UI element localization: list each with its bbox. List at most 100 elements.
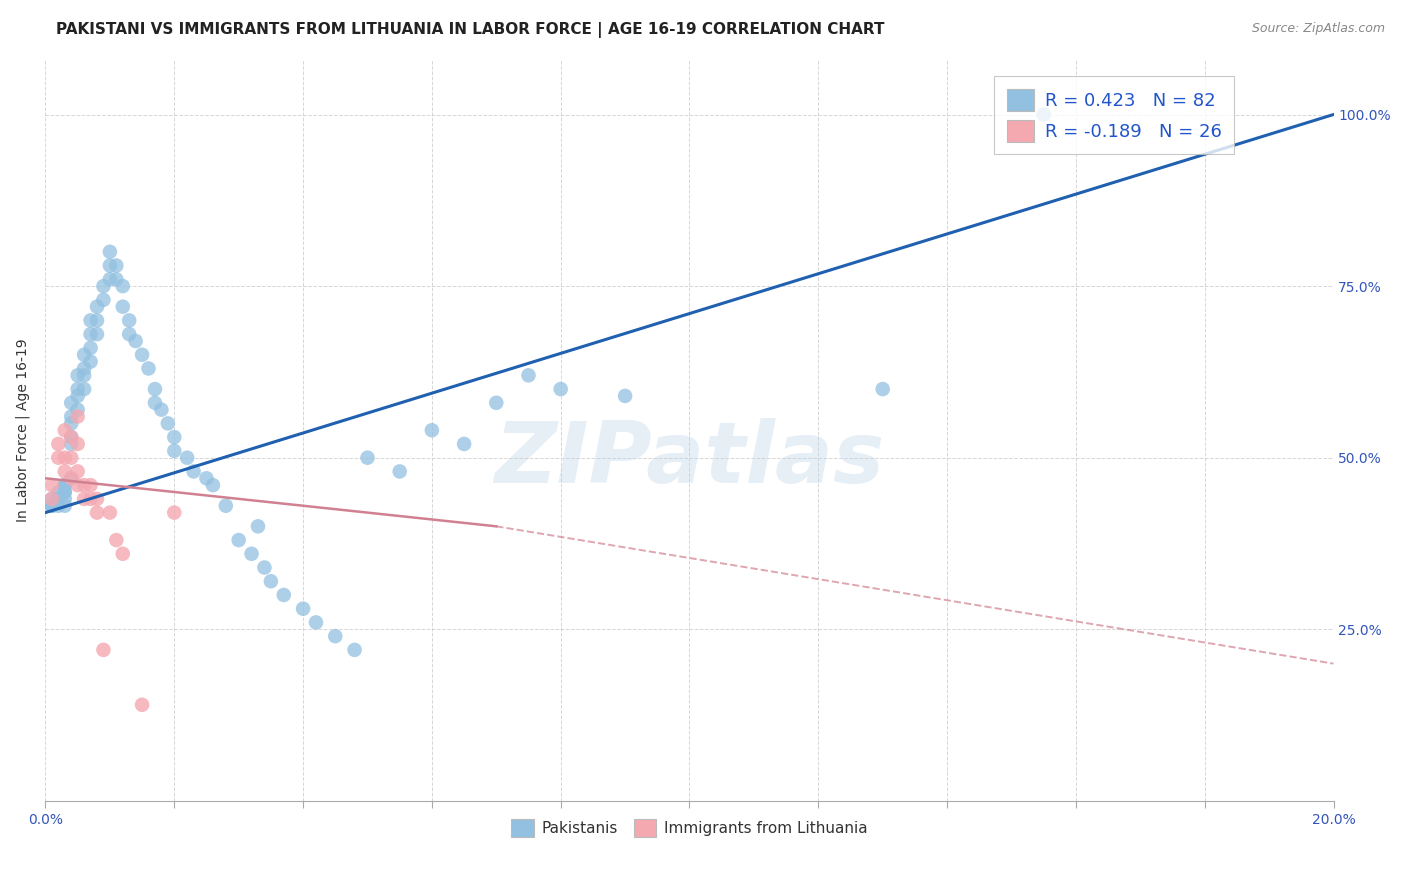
Point [240, 547, 263, 561]
Point [485, 396, 508, 410]
Point [131, 698, 153, 712]
Point [79, 341, 101, 355]
Point [131, 348, 153, 362]
Point [163, 506, 186, 520]
Point [163, 430, 186, 444]
Point [420, 423, 443, 437]
Point [105, 272, 128, 286]
Point [195, 471, 218, 485]
Point [48, 485, 70, 500]
Point [73, 361, 96, 376]
Point [550, 382, 572, 396]
Point [176, 450, 198, 465]
Point [73, 368, 96, 383]
Point [86, 491, 108, 506]
Point [66, 402, 89, 417]
Point [79, 313, 101, 327]
Point [273, 588, 295, 602]
Point [388, 465, 411, 479]
Point [48, 491, 70, 506]
Text: Source: ZipAtlas.com: Source: ZipAtlas.com [1251, 22, 1385, 36]
Point [453, 437, 475, 451]
Point [60, 471, 83, 485]
Y-axis label: In Labor Force | Age 16-19: In Labor Force | Age 16-19 [15, 338, 30, 522]
Point [111, 300, 134, 314]
Point [93, 643, 115, 657]
Point [163, 443, 186, 458]
Point [305, 615, 328, 630]
Point [105, 533, 128, 547]
Point [66, 478, 89, 492]
Point [138, 361, 160, 376]
Point [60, 409, 83, 424]
Point [150, 402, 173, 417]
Point [86, 313, 108, 327]
Point [292, 601, 315, 615]
Point [143, 382, 166, 396]
Point [111, 547, 134, 561]
Point [93, 293, 115, 307]
Point [73, 478, 96, 492]
Point [356, 450, 378, 465]
Point [66, 465, 89, 479]
Point [98, 244, 121, 259]
Text: PAKISTANI VS IMMIGRANTS FROM LITHUANIA IN LABOR FORCE | AGE 16-19 CORRELATION CH: PAKISTANI VS IMMIGRANTS FROM LITHUANIA I… [56, 22, 884, 38]
Point [66, 389, 89, 403]
Point [48, 450, 70, 465]
Point [60, 437, 83, 451]
Point [124, 334, 146, 348]
Point [98, 506, 121, 520]
Point [48, 437, 70, 451]
Point [614, 389, 637, 403]
Point [73, 382, 96, 396]
Point [53, 465, 76, 479]
Point [41, 499, 63, 513]
Point [60, 430, 83, 444]
Point [48, 491, 70, 506]
Point [156, 417, 179, 431]
Point [66, 382, 89, 396]
Point [53, 423, 76, 437]
Text: ZIPatlas: ZIPatlas [495, 418, 884, 501]
Point [98, 259, 121, 273]
Point [66, 409, 89, 424]
Point [118, 327, 141, 342]
Point [66, 368, 89, 383]
Point [872, 382, 894, 396]
Point [246, 519, 269, 533]
Legend: Pakistanis, Immigrants from Lithuania: Pakistanis, Immigrants from Lithuania [503, 811, 876, 845]
Point [253, 560, 276, 574]
Point [53, 491, 76, 506]
Point [105, 259, 128, 273]
Point [41, 499, 63, 513]
Point [201, 478, 224, 492]
Point [60, 471, 83, 485]
Point [73, 348, 96, 362]
Point [79, 354, 101, 368]
Point [53, 485, 76, 500]
Point [53, 499, 76, 513]
Point [86, 327, 108, 342]
Point [48, 491, 70, 506]
Point [260, 574, 283, 589]
Point [53, 478, 76, 492]
Point [183, 465, 205, 479]
Point [41, 478, 63, 492]
Point [79, 327, 101, 342]
Point [98, 272, 121, 286]
Point [1032, 107, 1054, 121]
Point [215, 499, 238, 513]
Point [48, 499, 70, 513]
Point [60, 396, 83, 410]
Point [41, 491, 63, 506]
Point [53, 485, 76, 500]
Point [79, 491, 101, 506]
Point [41, 499, 63, 513]
Point [228, 533, 250, 547]
Point [86, 300, 108, 314]
Point [53, 450, 76, 465]
Point [143, 396, 166, 410]
Point [79, 478, 101, 492]
Point [118, 313, 141, 327]
Point [93, 279, 115, 293]
